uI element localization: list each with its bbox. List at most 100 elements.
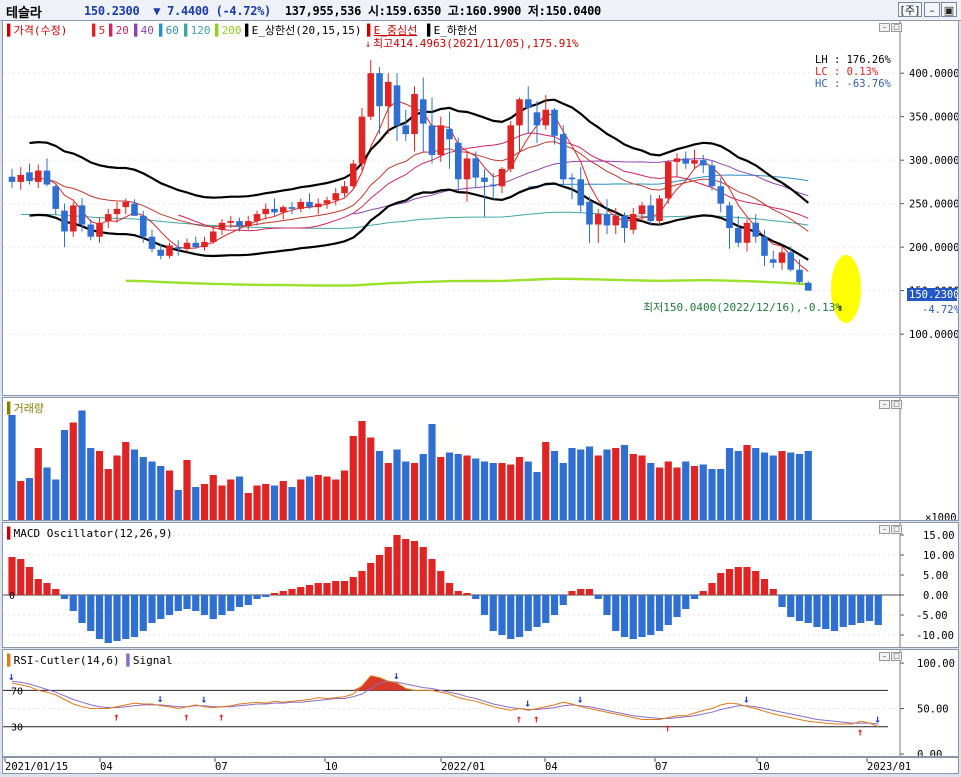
macd-bar	[717, 573, 725, 595]
legend-volume-label: 거래량	[14, 402, 44, 415]
candle-body	[218, 222, 226, 230]
macd-bar	[804, 595, 812, 623]
volume-bar	[367, 437, 375, 520]
macd-bar	[708, 583, 716, 595]
candle-body	[489, 184, 497, 187]
volume-bar	[244, 493, 252, 520]
envelope-center-line	[29, 141, 809, 232]
volume-bar	[209, 475, 217, 520]
rsi-buy-arrow: ↑	[183, 711, 190, 724]
candle-body	[236, 221, 243, 227]
volume-bar	[297, 479, 305, 520]
ma120-line	[20, 211, 809, 229]
macd-bar	[437, 571, 445, 595]
macd-tick-label: 10.00	[923, 550, 955, 562]
candle-body	[306, 201, 313, 208]
candle-body	[638, 205, 646, 215]
volume-bar	[122, 442, 130, 520]
macd-bar	[393, 535, 401, 595]
macd-bar	[367, 563, 375, 595]
legend-ma200: ▌200	[214, 23, 242, 37]
rsi-buy-arrow: ↑	[533, 713, 540, 726]
candle-body	[621, 215, 628, 229]
candle-body	[629, 214, 637, 230]
legend-upper-band: ▌E_상한선(20,15,15)	[244, 23, 361, 37]
rsi-sell-arrow: ↓	[743, 693, 750, 706]
macd-bar	[603, 595, 611, 615]
panel-max-button[interactable]: □	[891, 400, 902, 409]
macd-zero-mark: 0	[9, 591, 15, 602]
candle-body	[122, 201, 130, 208]
x-tick-label: 07	[215, 761, 228, 773]
title-bar: 테슬라 150.2300 ▼ 7.4400 (-4.72%) 137,955,5…	[0, 0, 961, 21]
panel-max-button[interactable]: □	[891, 652, 902, 661]
volume-bar	[655, 467, 664, 520]
volume-bar	[288, 487, 296, 520]
volume-bar	[743, 445, 751, 520]
macd-bar	[725, 569, 734, 595]
panel-min-button[interactable]: –	[879, 525, 890, 534]
volume-bar	[60, 430, 69, 520]
panel-min-button[interactable]: –	[879, 652, 890, 661]
price-chart[interactable]: 400.0000 350.0000 300.0000 250.0000 200.0000…	[3, 21, 961, 395]
macd-bar	[655, 595, 664, 631]
volume-bar	[778, 451, 786, 520]
candle-body	[446, 128, 453, 140]
rsi-overbought-fill	[353, 675, 415, 691]
macd-bar	[402, 539, 410, 595]
legend-price: ▌가격(수정)	[6, 23, 67, 37]
macd-chart[interactable]: 15.00 10.00 5.00 0.00 -5.00 -10.00 ▌MACD Osci…	[3, 523, 958, 647]
volume-bar	[87, 448, 95, 520]
ma200-line	[125, 277, 809, 287]
macd-bar	[428, 559, 436, 595]
volume-bar	[113, 455, 121, 520]
candle-body	[288, 207, 296, 209]
rsi-sell-arrow: ↓	[874, 713, 881, 726]
macd-bar	[87, 595, 95, 631]
rsi-tick-label: 0.00	[917, 749, 942, 756]
volume-bar	[795, 454, 804, 520]
macd-bar	[839, 595, 847, 627]
candle-body	[647, 205, 655, 222]
macd-bar	[69, 595, 77, 611]
volume-bar	[332, 479, 340, 520]
panel-max-button[interactable]: □	[891, 23, 902, 32]
legend-ma40: ▌40	[133, 23, 154, 37]
macd-bar	[104, 595, 112, 643]
volume-chart[interactable]: 700,000600,000500,000400,000300,000200,0…	[3, 398, 958, 524]
volume-bar	[638, 455, 646, 520]
candle-body	[717, 186, 725, 204]
macd-tick-label: 15.00	[923, 530, 955, 542]
legend-center-band: ▌E_중심선	[366, 23, 417, 37]
legend-rsi-label: RSI-Cutler(14,6)	[14, 654, 120, 667]
macd-bar	[122, 595, 130, 639]
period-button[interactable]: [주]	[898, 2, 922, 17]
last-price: 150.2300	[909, 289, 958, 301]
panel-max-button[interactable]: □	[891, 525, 902, 534]
volume-bar	[620, 445, 629, 520]
macd-bar	[568, 591, 576, 595]
macd-bar	[647, 595, 655, 635]
minimize-button[interactable]: –	[924, 2, 940, 17]
macd-bar	[734, 567, 742, 595]
panel-min-button[interactable]: –	[879, 400, 890, 409]
macd-panel: 15.00 10.00 5.00 0.00 -5.00 -10.00 ▌MACD Osci…	[2, 522, 959, 648]
panel-min-button[interactable]: –	[879, 23, 890, 32]
macd-tick-label: -10.00	[916, 630, 954, 642]
macd-bar	[165, 595, 174, 615]
volume-bar	[568, 448, 576, 520]
maximize-button[interactable]: ▣	[941, 2, 957, 17]
rsi-level-70: 70	[11, 686, 23, 697]
candle-body	[209, 231, 217, 242]
volume-bar	[384, 463, 392, 520]
macd-bar	[743, 567, 751, 595]
macd-bar	[305, 585, 314, 595]
macd-bar	[139, 595, 147, 631]
volume-bar	[787, 452, 795, 520]
x-tick-label: 2023/01	[867, 761, 911, 773]
rsi-buy-arrow: ↑	[113, 711, 120, 724]
macd-bar	[358, 571, 366, 595]
legend-ma5-label: 5	[99, 24, 106, 37]
price-tick-label: 100.0000	[909, 329, 958, 341]
